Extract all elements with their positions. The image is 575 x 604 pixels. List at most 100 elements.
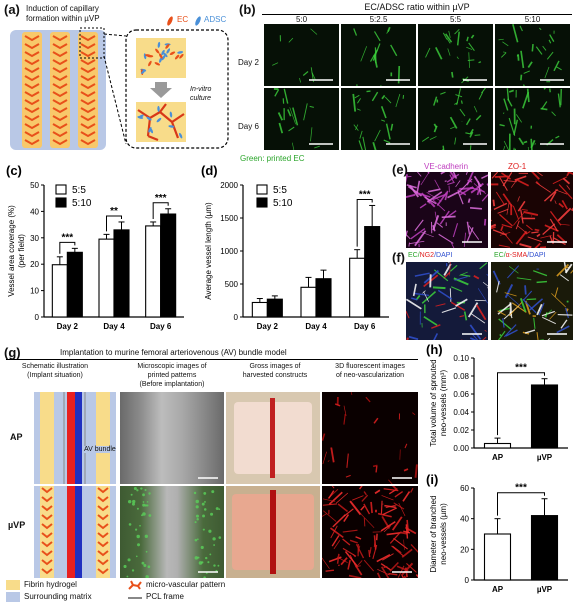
signal-stroke (470, 186, 485, 193)
cell (155, 48, 160, 54)
signal-stroke (506, 202, 510, 215)
ec-fiber (527, 61, 533, 68)
cell (141, 69, 146, 74)
x-tick-label: AP (492, 585, 504, 594)
cell (166, 48, 171, 54)
ec-fiber (454, 28, 460, 35)
cell (159, 53, 163, 59)
signal-stroke (331, 535, 340, 547)
signal-stroke (459, 315, 465, 318)
ec-fiber (523, 140, 528, 144)
ec-fiber (553, 60, 560, 72)
signal-stroke (533, 317, 536, 329)
signal-stroke (409, 240, 425, 245)
vessel-segment (97, 505, 109, 512)
signal-stroke (401, 574, 404, 578)
vessel-segment (24, 67, 40, 74)
ec-fiber (499, 123, 505, 127)
signal-stroke (372, 464, 378, 468)
signal-stroke (389, 561, 399, 572)
ec-fiber (520, 74, 523, 81)
green-dot (207, 561, 210, 564)
ec-fiber (469, 131, 474, 138)
row-label-uvp: µVP (8, 520, 26, 530)
signal-stroke (463, 311, 468, 321)
signal-stroke (562, 177, 571, 185)
cell (169, 51, 176, 55)
ec-fiber (421, 136, 430, 142)
legend-label: 5:10 (72, 198, 92, 209)
signal-stroke (492, 229, 508, 236)
legend-pcl: PCL frame (146, 592, 184, 601)
green-dot (146, 504, 149, 507)
y-tick-label: 2000 (220, 181, 238, 190)
signal-stroke (467, 198, 471, 203)
pattern-overlay (123, 486, 222, 580)
y-tick-label: 500 (225, 280, 239, 289)
ec-fiber (442, 145, 445, 150)
signal-stroke (510, 178, 518, 188)
signal-stroke (375, 465, 378, 473)
signal-stroke (513, 212, 525, 226)
signal-stroke (522, 298, 537, 314)
signal-stroke (348, 574, 362, 578)
green-dot (197, 538, 199, 541)
green-dot (195, 505, 199, 509)
ec-fiber (442, 32, 448, 40)
row-label-day2: Day 2 (238, 58, 259, 67)
bar (364, 226, 381, 318)
signal-stroke (385, 504, 397, 509)
vessel-segment (80, 67, 96, 74)
signal-stroke (363, 503, 371, 515)
legend-ec-label: EC (177, 15, 189, 24)
ec-fiber (355, 124, 359, 131)
y-axis-label: Average vessel length (µm) (204, 202, 213, 300)
ec-fiber (381, 119, 386, 122)
green-dot (144, 489, 147, 492)
ec-fiber (507, 98, 513, 107)
signal-stroke (347, 559, 351, 570)
vessel-strip (78, 32, 98, 148)
signal-stroke (482, 281, 488, 287)
ec-fiber (433, 125, 438, 133)
green-dot (127, 499, 132, 504)
fibrin-swatch (6, 580, 20, 590)
signal-stroke (451, 242, 455, 248)
signal-stroke (406, 193, 416, 199)
signal-stroke (469, 337, 478, 340)
green-dot (203, 576, 206, 580)
col1-header-1: Schematic illustration (21, 363, 89, 370)
vessel-segment (24, 115, 40, 122)
cell (148, 60, 152, 67)
legend-adsc-label: ADSC (204, 15, 227, 24)
stain-sma-sma: α-SMA (505, 252, 528, 259)
legend-matrix: Surrounding matrix (24, 592, 92, 601)
green-dot (218, 508, 221, 511)
vessel-segment (41, 523, 53, 530)
ec-fiber (503, 145, 506, 150)
col2-header-1: Microscopic images of (137, 363, 207, 370)
signal-stroke (449, 264, 458, 272)
signal-stroke (420, 231, 434, 238)
adsc-legend-icon (195, 16, 201, 26)
ec-fiber (468, 42, 475, 52)
panel-a-title-1: Induction of capillary (26, 4, 99, 13)
ec-fiber (503, 112, 505, 115)
signal-stroke (497, 330, 506, 340)
signal-stroke (443, 271, 451, 279)
green-dot (201, 502, 205, 506)
ec-fiber (518, 137, 525, 146)
ec-fiber (478, 92, 484, 100)
vessel-segment (52, 91, 68, 98)
micrograph-ec-adsc (495, 88, 570, 150)
ec-fiber (469, 145, 472, 150)
signal-stroke (350, 392, 353, 396)
signal-stroke (452, 172, 458, 179)
signal-stroke (369, 547, 372, 554)
signal-stroke (449, 288, 452, 302)
ec-fiber (530, 139, 536, 149)
signal-stroke (536, 280, 548, 284)
panel-label: (c) (6, 163, 22, 178)
signal-stroke (414, 272, 430, 277)
signal-stroke (447, 210, 457, 218)
